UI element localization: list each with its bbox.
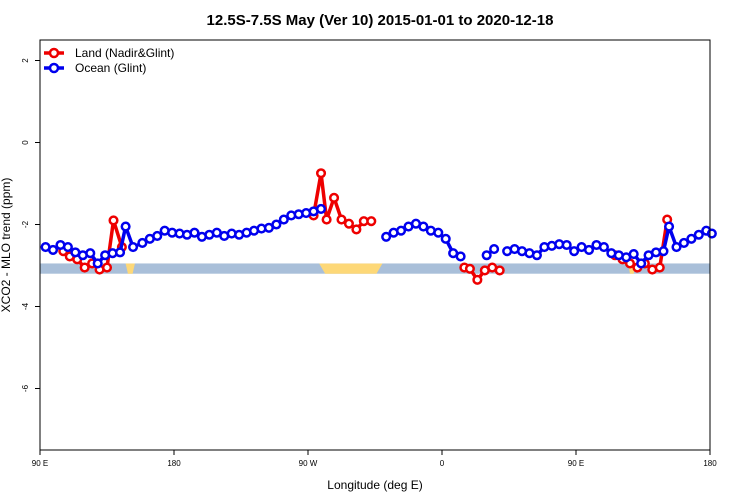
data-point-1-3-18 <box>636 258 647 269</box>
data-point-1-3-24 <box>678 237 689 248</box>
chart-title: 12.5S-7.5S May (Ver 10) 2015-01-01 to 20… <box>207 12 554 29</box>
data-point-1-3-13 <box>598 242 609 253</box>
plot-area <box>40 168 717 285</box>
data-point-1-3-11 <box>583 244 595 255</box>
data-point-0-1-5 <box>343 218 354 229</box>
data-point-1-3-22 <box>664 221 675 232</box>
data-point-1-3-9 <box>569 246 580 257</box>
data-point-1-1-10 <box>455 251 466 262</box>
y-tick-label-4: -6 <box>21 384 30 392</box>
legend-marker-0 <box>48 47 60 59</box>
plot-frame <box>39 39 711 451</box>
legend-label-1: Ocean (Glint) <box>75 61 146 75</box>
data-point-1-1-2 <box>396 225 407 236</box>
x-tick-label-2: 90 W <box>299 459 318 468</box>
x-tick-label-1: 180 <box>167 459 181 468</box>
land-region-1 <box>319 263 383 274</box>
legend: Land (Nadir&Glint)Ocean (Glint) <box>44 46 174 75</box>
x-tick-label-4: 90 E <box>568 459 584 468</box>
data-point-1-0-1 <box>47 244 59 255</box>
data-point-1-0-11 <box>120 221 131 232</box>
data-point-1-3-28 <box>706 228 717 239</box>
data-point-0-1-4 <box>336 214 347 225</box>
data-point-1-0-7 <box>92 258 103 269</box>
data-point-0-2-2 <box>472 274 483 285</box>
data-point-1-0-3 <box>62 242 73 253</box>
data-point-0-0-7 <box>108 215 119 226</box>
data-point-1-0-32 <box>278 214 289 225</box>
data-point-1-3-26 <box>693 229 704 240</box>
data-point-0-1-1 <box>315 168 327 179</box>
x-tick-label-3: 0 <box>440 459 445 468</box>
data-point-0-1-3 <box>329 192 340 203</box>
data-point-0-0-3 <box>79 262 90 273</box>
data-point-1-0-37 <box>315 203 327 214</box>
data-point-1-0-6 <box>85 248 96 259</box>
axis-ticks: 90 E 180 90 W 0 90 E 180 2 0 -2 -4 -6 <box>21 58 717 468</box>
data-point-1-1-5 <box>418 221 429 232</box>
data-point-0-1-6 <box>351 224 362 235</box>
data-point-1-0-31 <box>271 219 282 230</box>
data-point-1-3-25 <box>686 233 697 244</box>
data-point-1-0-20 <box>189 227 200 238</box>
data-point-0-1-8 <box>366 216 377 227</box>
data-point-1-0-10 <box>114 247 126 258</box>
land-region-0 <box>125 263 135 274</box>
data-point-1-1-0 <box>381 231 392 242</box>
x-axis-label: Longitude (deg E) <box>327 478 422 492</box>
y-tick-label-1: 0 <box>21 140 30 145</box>
data-point-1-2-1 <box>489 244 500 255</box>
data-point-0-2-5 <box>494 265 505 276</box>
data-point-1-3-17 <box>628 248 639 260</box>
data-point-0-2-1 <box>464 263 475 274</box>
data-point-1-3-4 <box>531 250 542 261</box>
data-point-0-3-6 <box>654 262 665 273</box>
data-point-1-1-7 <box>433 227 444 238</box>
data-point-1-1-8 <box>440 233 451 244</box>
data-point-1-3-8 <box>561 239 572 251</box>
data-point-1-2-0 <box>481 250 492 261</box>
legend-label-0: Land (Nadir&Glint) <box>75 46 174 60</box>
data-point-0-0-6 <box>101 262 113 273</box>
x-tick-label-0: 90 E <box>32 459 48 468</box>
x-tick-label-5: 180 <box>703 459 717 468</box>
data-point-1-0-15 <box>152 230 163 242</box>
data-point-1-0-12 <box>128 242 139 253</box>
data-point-1-3-23 <box>671 242 682 253</box>
data-point-0-1-2 <box>321 214 332 225</box>
legend-marker-1 <box>48 62 60 74</box>
data-point-1-0-13 <box>137 237 148 248</box>
data-point-1-3-21 <box>658 246 669 257</box>
y-tick-label-2: -2 <box>21 220 30 228</box>
y-axis-label: XCO2 - MLO trend (ppm) <box>0 178 13 313</box>
y-tick-label-3: -4 <box>21 302 30 310</box>
y-tick-label-0: 2 <box>21 58 30 63</box>
